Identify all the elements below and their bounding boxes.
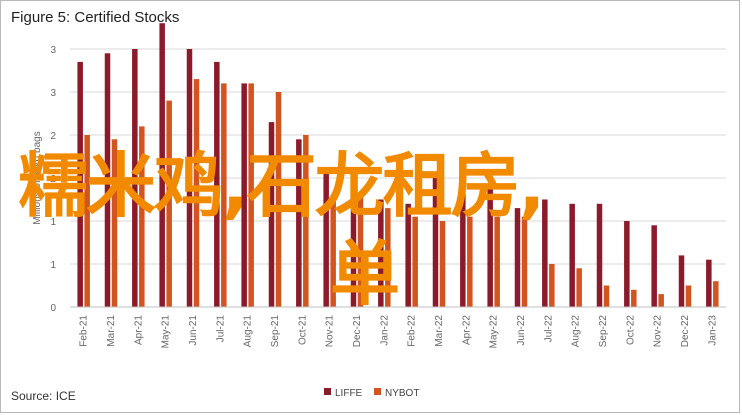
x-tick-label: Apr-21 xyxy=(133,315,144,345)
bar-liffe xyxy=(214,61,220,308)
bar-nybot xyxy=(385,208,391,307)
bar-nybot xyxy=(658,294,664,307)
y-tick-label: 2 xyxy=(50,174,56,185)
x-tick-label: Aug-21 xyxy=(243,315,254,348)
legend-swatch-liffe xyxy=(324,388,331,395)
bar-liffe xyxy=(296,139,302,307)
chart-source: Source: ICE xyxy=(11,389,76,403)
y-tick-label: 3 xyxy=(50,88,56,99)
bar-nybot xyxy=(549,264,555,307)
legend-label-liffe: LIFFE xyxy=(335,388,363,399)
bar-liffe xyxy=(460,178,466,307)
bar-nybot xyxy=(439,221,446,307)
bar-nybot xyxy=(494,216,500,307)
x-tick-label: Sep-21 xyxy=(270,315,281,348)
bar-liffe xyxy=(159,23,165,307)
bar-liffe xyxy=(268,122,275,307)
legend-swatch-nybot xyxy=(374,388,381,395)
x-tick-label: Mar-22 xyxy=(434,315,445,347)
bar-nybot xyxy=(467,216,473,307)
bar-nybot xyxy=(303,135,309,307)
y-tick-label: 3 xyxy=(50,45,56,56)
x-tick-label: Sep-22 xyxy=(598,315,609,348)
bar-liffe xyxy=(706,259,712,307)
x-tick-label: May-22 xyxy=(489,315,500,349)
bar-liffe xyxy=(323,173,329,307)
bar-nybot xyxy=(521,216,528,307)
bar-nybot xyxy=(412,216,418,307)
bar-liffe xyxy=(132,49,138,307)
bar-nybot xyxy=(713,281,719,307)
x-tick-label: Oct-21 xyxy=(297,315,308,345)
bar-nybot xyxy=(166,100,172,307)
bar-nybot xyxy=(221,83,227,308)
y-axis-label: Millions of 60kg bags xyxy=(32,131,43,224)
bar-liffe xyxy=(77,61,83,308)
bar-liffe xyxy=(569,203,575,307)
x-tick-label: Feb-21 xyxy=(79,315,90,347)
bar-liffe xyxy=(241,83,247,308)
y-tick-label: 0 xyxy=(50,303,56,314)
x-tick-label: Mar-21 xyxy=(106,315,117,347)
y-tick-label: 1 xyxy=(50,260,56,271)
x-tick-label: Jan-22 xyxy=(379,315,390,346)
x-tick-label: Nov-22 xyxy=(653,315,664,348)
bar-liffe xyxy=(350,195,357,307)
bar-liffe xyxy=(104,53,111,307)
bar-nybot xyxy=(357,195,364,307)
x-tick-label: Dec-22 xyxy=(680,315,691,348)
x-tick-label: Aug-22 xyxy=(571,315,582,348)
bar-liffe xyxy=(487,186,493,307)
x-tick-label: Jan-23 xyxy=(707,315,718,346)
x-tick-label: Jun-22 xyxy=(516,315,527,346)
x-tick-label: May-21 xyxy=(161,315,172,349)
bar-liffe xyxy=(405,203,411,307)
bar-liffe xyxy=(542,199,548,307)
x-tick-label: Jun-21 xyxy=(188,315,199,346)
bar-nybot xyxy=(576,268,582,307)
bar-liffe xyxy=(432,173,439,307)
bar-liffe xyxy=(186,49,193,307)
bar-nybot xyxy=(193,79,200,307)
y-tick-label: 2 xyxy=(50,131,56,142)
chart-title: Figure 5: Certified Stocks xyxy=(11,9,180,26)
bar-liffe xyxy=(514,208,521,307)
bar-nybot xyxy=(139,126,145,308)
x-tick-label: Jul-21 xyxy=(215,315,226,343)
bar-nybot xyxy=(248,83,254,308)
bar-nybot xyxy=(111,139,118,307)
bar-nybot xyxy=(84,135,90,307)
bar-nybot xyxy=(603,285,610,307)
x-tick-label: Dec-21 xyxy=(352,315,363,348)
bar-liffe xyxy=(651,225,657,307)
y-tick-label: 1 xyxy=(50,217,56,228)
bar-nybot xyxy=(685,285,692,307)
bar-liffe xyxy=(596,203,603,307)
x-tick-label: Feb-22 xyxy=(407,315,418,347)
bar-liffe xyxy=(378,199,384,307)
bar-nybot xyxy=(330,195,336,307)
x-tick-label: Jul-22 xyxy=(543,315,554,343)
bar-nybot xyxy=(631,289,637,307)
legend-label-nybot: NYBOT xyxy=(385,388,419,399)
bar-liffe xyxy=(624,221,630,307)
bar-nybot xyxy=(275,92,282,307)
x-tick-label: Oct-22 xyxy=(625,315,636,345)
x-tick-label: Nov-21 xyxy=(325,315,336,348)
x-tick-label: Apr-22 xyxy=(461,315,472,345)
bar-liffe xyxy=(678,255,685,307)
